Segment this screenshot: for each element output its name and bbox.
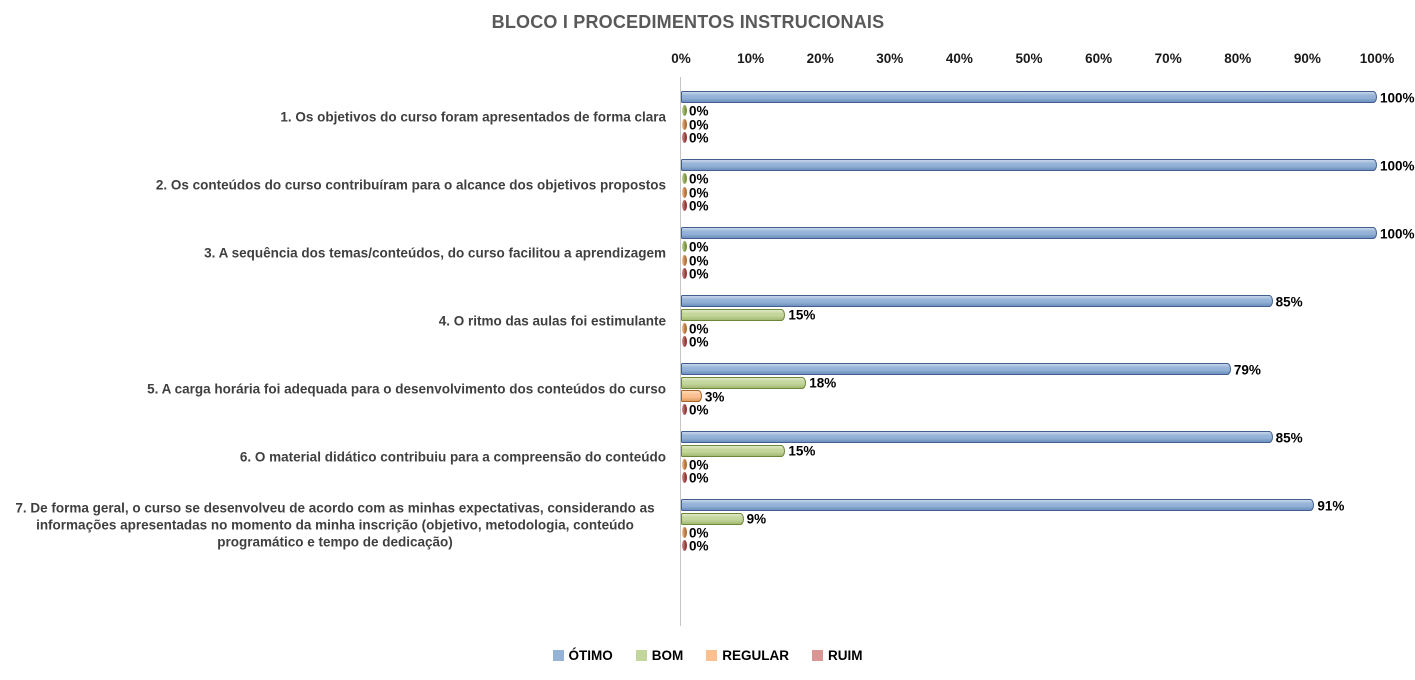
- legend-item-regular: REGULAR: [706, 648, 789, 663]
- x-tick-label: 80%: [1224, 51, 1252, 66]
- legend-item-ruim: RUIM: [812, 648, 863, 663]
- zero-marker-regular: [682, 186, 687, 198]
- value-label: 0%: [689, 334, 709, 350]
- x-tick-label: 10%: [737, 51, 765, 66]
- value-label: 0%: [689, 253, 709, 268]
- category-label: 2. Os conteúdos do curso contribuíram pa…: [155, 177, 666, 193]
- value-label: 100%: [1380, 226, 1415, 241]
- value-label: 100%: [1380, 90, 1415, 105]
- zero-marker-ruim: [682, 404, 687, 415]
- legend-label: REGULAR: [722, 648, 789, 663]
- x-axis: 0% 10% 20% 30% 40% 50% 60% 70% 80% 90% 100%: [671, 51, 1394, 69]
- value-label: 0%: [689, 402, 709, 418]
- value-label: 79%: [1233, 362, 1261, 377]
- bar-otimo: [681, 499, 1315, 511]
- x-tick-label: 50%: [1015, 51, 1043, 66]
- value-label: 0%: [689, 470, 709, 486]
- category-label: 6. O material didático contribuiu para a…: [239, 449, 666, 465]
- value-label: 0%: [689, 185, 709, 200]
- chart-title: BLOCO I PROCEDIMENTOS INSTRUCIONAIS: [491, 12, 885, 32]
- y-axis-line: [680, 77, 681, 626]
- zero-marker-ruim: [682, 472, 687, 483]
- x-tick-label: 100%: [1359, 51, 1395, 66]
- value-label: 0%: [689, 198, 709, 214]
- zero-marker-ruim: [682, 336, 687, 347]
- value-label: 0%: [689, 525, 709, 540]
- value-label: 0%: [689, 130, 709, 146]
- value-label: 18%: [809, 375, 837, 391]
- value-label: 9%: [746, 511, 767, 527]
- bar-otimo: [681, 91, 1377, 103]
- legend-swatch-otimo: [552, 650, 564, 661]
- value-label: 0%: [689, 266, 709, 282]
- legend-swatch-ruim: [812, 650, 823, 661]
- zero-marker-regular: [682, 254, 687, 266]
- legend-swatch-bom: [635, 650, 647, 661]
- bar-bom: [681, 376, 807, 389]
- value-label: 15%: [788, 307, 816, 323]
- category-label: 1. Os objetivos do curso foram apresenta…: [280, 109, 666, 125]
- zero-marker-regular: [682, 458, 687, 470]
- zero-marker-bom: [682, 173, 687, 184]
- x-tick-label: 20%: [806, 51, 834, 66]
- zero-marker-ruim: [682, 200, 687, 211]
- legend-label: BOM: [651, 648, 684, 663]
- value-label: 0%: [689, 538, 709, 554]
- x-tick-label: 90%: [1293, 51, 1321, 66]
- legend-label: ÓTIMO: [568, 648, 613, 663]
- category-label: 3. A sequência dos temas/conteúdos, do c…: [204, 245, 666, 261]
- bar-bom: [681, 444, 786, 457]
- category-label: 7. De forma geral, o curso se desenvolve…: [15, 500, 655, 550]
- zero-marker-ruim: [682, 132, 687, 143]
- legend-label: RUIM: [828, 648, 863, 663]
- bar-otimo: [681, 159, 1377, 171]
- zero-marker-ruim: [682, 540, 687, 551]
- bar-otimo: [681, 363, 1231, 375]
- zero-marker-regular: [682, 322, 687, 334]
- value-label: 91%: [1317, 498, 1345, 513]
- x-tick-label: 0%: [671, 51, 691, 66]
- value-label: 0%: [689, 103, 709, 119]
- value-label: 0%: [689, 457, 709, 472]
- x-tick-label: 60%: [1085, 51, 1113, 66]
- x-tick-label: 40%: [945, 51, 973, 66]
- value-label: 0%: [689, 171, 709, 187]
- zero-marker-ruim: [682, 268, 687, 279]
- bar-otimo: [681, 295, 1273, 307]
- value-label: 0%: [689, 321, 709, 336]
- zero-marker-regular: [682, 526, 687, 538]
- x-tick-label: 70%: [1154, 51, 1182, 66]
- bar-bom: [681, 512, 744, 525]
- value-label: 85%: [1275, 294, 1303, 309]
- bar-regular: [681, 390, 702, 402]
- bar-otimo: [681, 431, 1273, 443]
- category-label: 4. O ritmo das aulas foi estimulante: [438, 313, 666, 329]
- value-label: 0%: [689, 117, 709, 132]
- x-tick-label: 30%: [876, 51, 904, 66]
- value-label: 3%: [704, 389, 725, 404]
- bar-bom: [681, 308, 786, 321]
- value-label: 85%: [1275, 430, 1303, 445]
- zero-marker-regular: [682, 118, 687, 130]
- legend-item-otimo: ÓTIMO: [552, 648, 613, 663]
- legend-item-bom: BOM: [635, 648, 684, 663]
- bar-otimo: [681, 227, 1377, 239]
- category-label: 5. A carga horária foi adequada para o d…: [147, 381, 666, 397]
- zero-marker-bom: [682, 241, 687, 252]
- value-label: 100%: [1380, 158, 1415, 173]
- zero-marker-bom: [682, 105, 687, 116]
- value-label: 15%: [788, 443, 816, 459]
- value-label: 0%: [689, 239, 709, 255]
- plot-area: 100% 0% 0% 0% 100% 0% 0% 0% 100% 0% 0% 0% 85% 15% 0% 0%…: [681, 0, 1415, 626]
- legend-swatch-regular: [706, 650, 718, 661]
- legend: ÓTIMO BOM REGULAR RUIM: [0, 648, 1415, 663]
